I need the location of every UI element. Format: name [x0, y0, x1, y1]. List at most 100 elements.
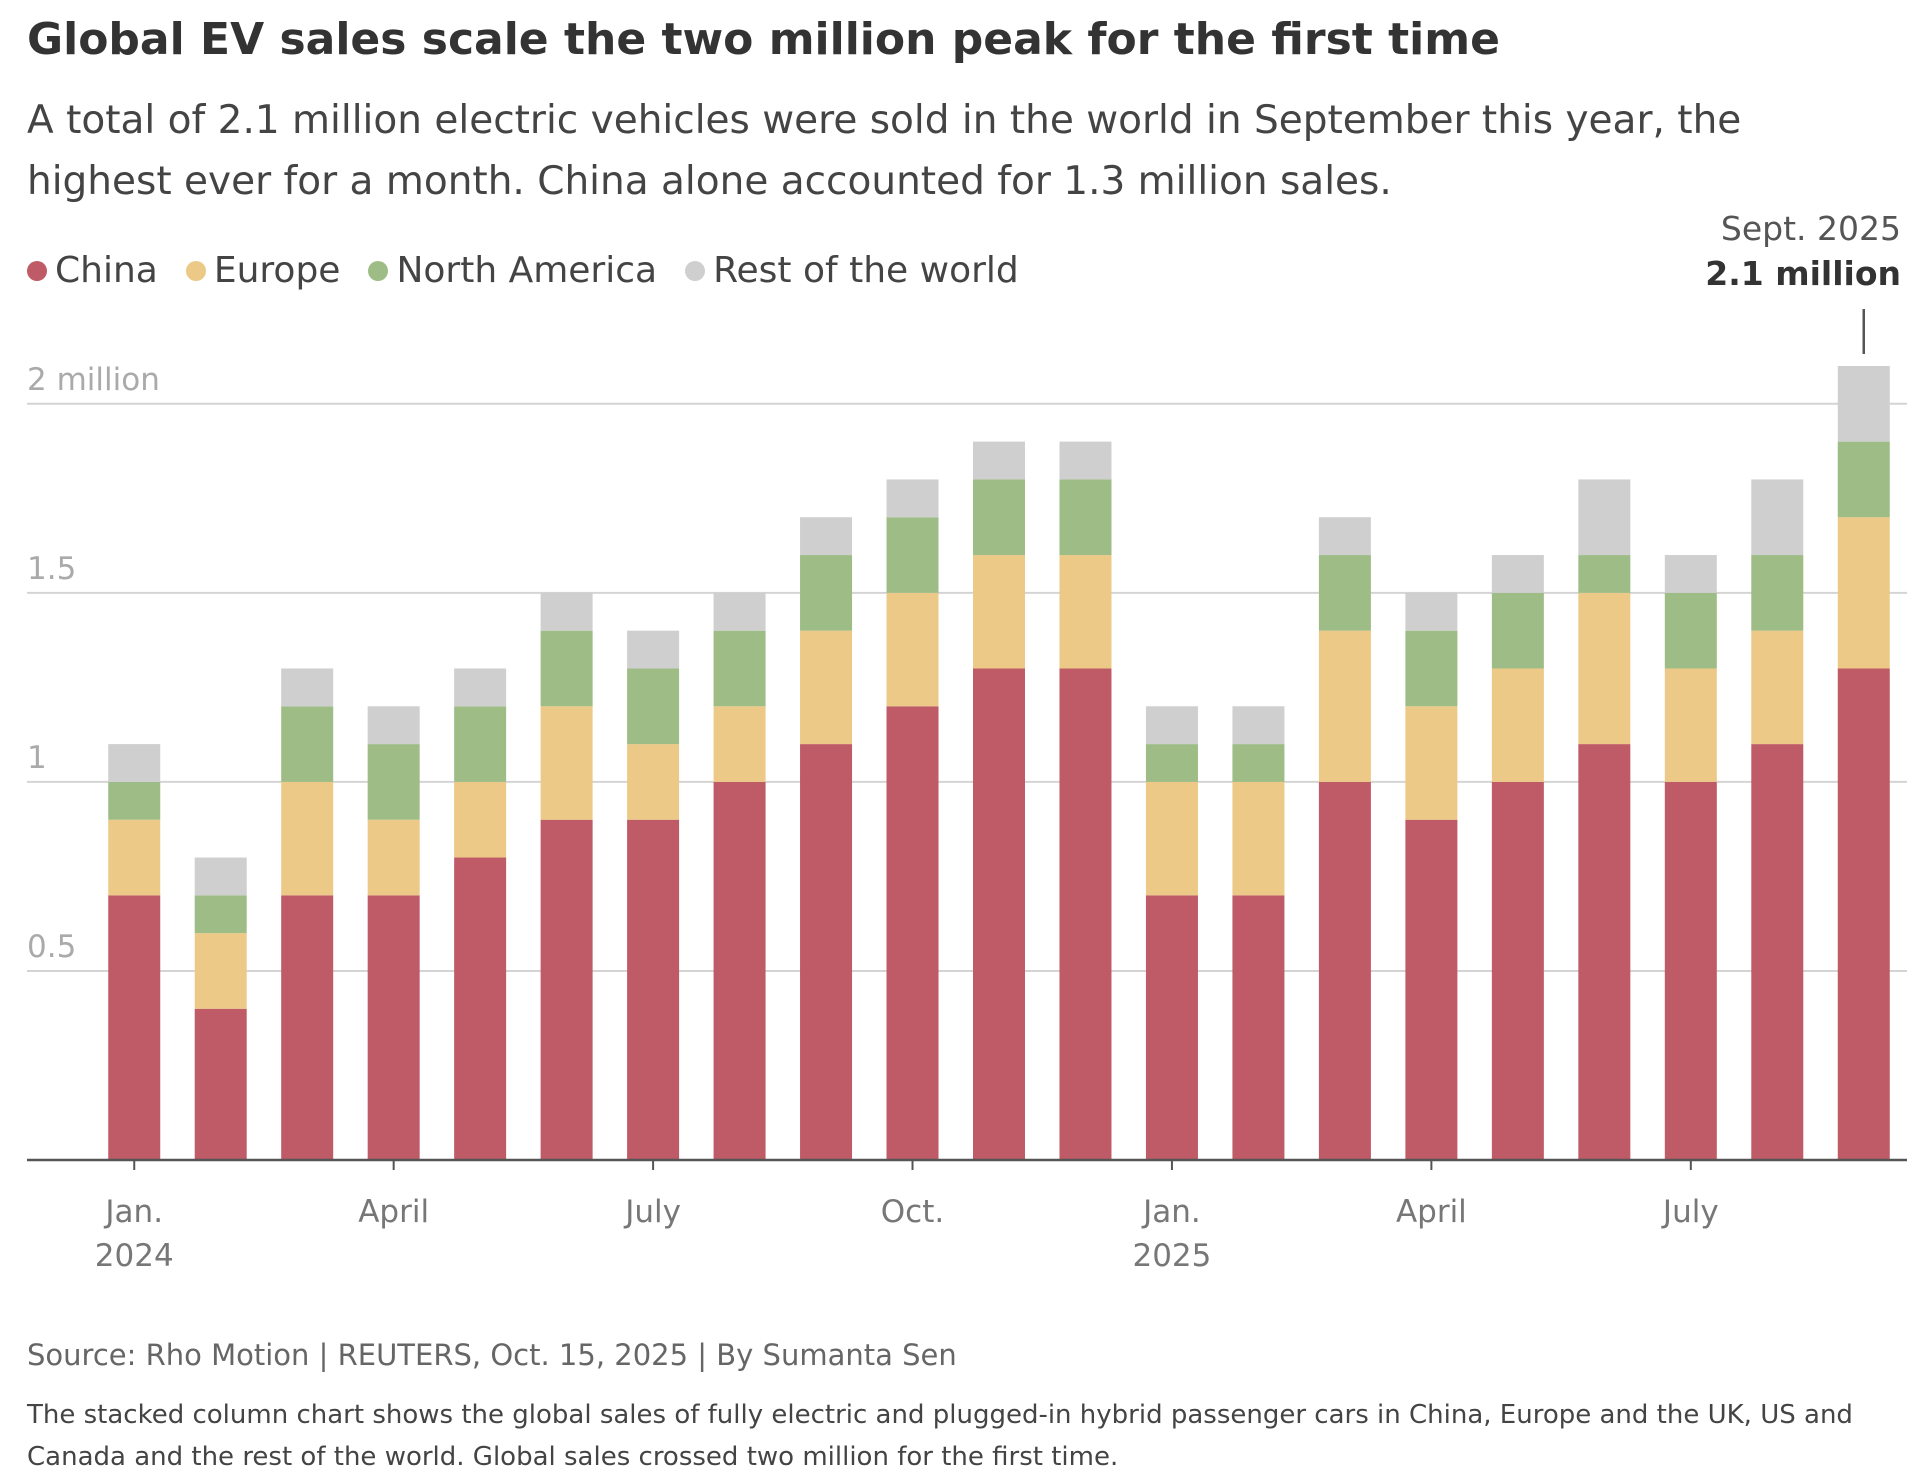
bar-segment — [1664, 781, 1717, 1160]
y-tick-label: 2 million — [27, 362, 160, 398]
bar-segment — [1491, 781, 1544, 1160]
bar-segment — [1664, 555, 1717, 593]
bar-segment — [713, 630, 766, 707]
bar-segment — [367, 744, 420, 820]
legend-item: North America — [368, 250, 657, 291]
legend-label: Rest of the world — [713, 250, 1019, 291]
bar-segment — [1405, 819, 1458, 1160]
bar-segment — [886, 706, 939, 1160]
bar-segment — [886, 479, 939, 518]
bar-segment — [1318, 781, 1371, 1160]
x-tick-label: Jan. 2024 — [94, 1194, 174, 1274]
bar-segment — [281, 706, 334, 782]
bar-segment — [281, 895, 334, 1160]
bar-segment — [1578, 479, 1631, 556]
bar-segment — [540, 819, 593, 1160]
bar-segment — [108, 781, 161, 820]
bar-segment — [1491, 555, 1544, 593]
legend-swatch — [185, 260, 206, 281]
bar-segment — [1837, 441, 1890, 518]
bar-segment — [1405, 706, 1458, 820]
bar-segment — [108, 895, 161, 1160]
bar-segment — [281, 668, 334, 707]
bar-segment — [1145, 895, 1198, 1160]
bar-segment — [281, 781, 334, 896]
bar-segment — [1578, 744, 1631, 1160]
bar-segment — [1751, 479, 1804, 556]
bar-segment — [713, 706, 766, 782]
bar-segment — [1405, 592, 1458, 631]
bar-segment — [194, 933, 247, 1009]
chart-title: Global EV sales scale the two million pe… — [27, 14, 1500, 65]
bar-segment — [367, 706, 420, 745]
bar-segment — [1059, 668, 1112, 1160]
bar-segment — [454, 781, 507, 858]
legend-swatch — [685, 260, 706, 281]
bar-segment — [800, 517, 853, 556]
bar-segment — [627, 630, 680, 669]
bar-segment — [627, 819, 680, 1160]
bar-segment — [540, 706, 593, 820]
x-tick-label: Jan. 2025 — [1132, 1194, 1212, 1274]
bar-segment — [1232, 744, 1285, 782]
y-tick-label: 1 — [27, 740, 47, 776]
bar-segment — [367, 895, 420, 1160]
x-tick-label: July — [625, 1194, 681, 1230]
bar-segment — [1751, 555, 1804, 631]
legend-label: Europe — [213, 250, 341, 291]
bar-segment — [540, 592, 593, 631]
bar-segment — [108, 744, 161, 782]
bar-segment — [1578, 592, 1631, 745]
bar-segment — [1318, 517, 1371, 556]
legend-item: China — [27, 250, 158, 291]
bar-segment — [1664, 668, 1717, 782]
bar-segment — [1232, 895, 1285, 1160]
bar-segment — [627, 668, 680, 745]
legend-swatch — [27, 260, 47, 281]
bar-segment — [627, 744, 680, 820]
legend-item: Europe — [185, 250, 341, 291]
bar-segment — [367, 819, 420, 896]
legend: China Europe North America Rest of the worl… — [27, 250, 1019, 291]
bar-segment — [194, 1008, 247, 1160]
bar-segment — [1145, 706, 1198, 745]
bar-segment — [1318, 555, 1371, 631]
bar-segment — [1837, 366, 1890, 442]
bar-segment — [1318, 630, 1371, 782]
note: The stacked column chart shows the globa… — [27, 1400, 1853, 1472]
bar-segment — [800, 744, 853, 1160]
bar-segment — [1578, 555, 1631, 593]
bar-segment — [1145, 744, 1198, 782]
legend-item: Rest of the world — [685, 250, 1019, 291]
bar-segment — [973, 555, 1025, 669]
bar-segment — [713, 781, 766, 1160]
bar-segment — [108, 819, 161, 896]
legend-label: China — [55, 250, 158, 291]
bar-segment — [1145, 781, 1198, 896]
bar-segment — [973, 479, 1025, 556]
bar-segment — [1405, 630, 1458, 707]
bar-segment — [886, 517, 939, 593]
x-tick-label: April — [358, 1194, 430, 1230]
bar-segment — [1751, 744, 1804, 1160]
annotation-value: 2.1 million — [1705, 254, 1901, 293]
bar-segment — [1059, 555, 1112, 669]
bar-segment — [973, 441, 1025, 480]
bar-segment — [800, 630, 853, 745]
x-tick-label: Oct. — [880, 1194, 945, 1230]
bar-segment — [1059, 441, 1112, 480]
bar-segment — [1664, 592, 1717, 669]
y-tick-label: 1.5 — [27, 551, 76, 587]
bar-segment — [1491, 668, 1544, 782]
bar-segment — [540, 630, 593, 707]
bar-segment — [800, 555, 853, 631]
bar-segment — [454, 857, 507, 1160]
x-tick-label: April — [1395, 1194, 1467, 1230]
bar-segment — [1837, 668, 1890, 1160]
source: Source: Rho Motion | REUTERS, Oct. 15, 2… — [27, 1338, 957, 1372]
x-tick-label: July — [1662, 1194, 1719, 1230]
bar-segment — [194, 895, 247, 934]
chart-subtitle: A total of 2.1 million electric vehicles… — [27, 98, 1742, 204]
